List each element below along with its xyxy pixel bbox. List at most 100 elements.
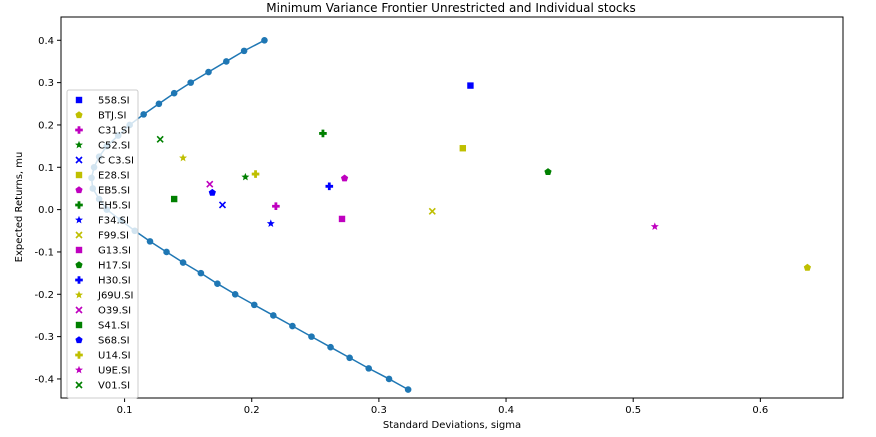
legend-label: C C3.SI xyxy=(98,156,134,167)
frontier-point xyxy=(214,280,221,288)
y-tick-label: -0.4 xyxy=(34,374,54,385)
legend-marker xyxy=(75,111,83,119)
legend: 558.SI BTJ.SI C31.SI C52.SI C C3.SI E28.SI EB5… xyxy=(66,89,139,399)
stock-point xyxy=(206,180,214,188)
legend-box xyxy=(66,89,139,399)
frontier-point xyxy=(155,100,163,108)
frontier-point xyxy=(346,354,353,362)
frontier-point xyxy=(179,259,187,266)
stock-point xyxy=(156,135,164,143)
frontier-point xyxy=(250,301,258,309)
legend-marker xyxy=(75,351,83,359)
legend-label: E28.SI xyxy=(98,171,130,182)
stock-point xyxy=(428,207,436,215)
stock-point xyxy=(218,201,227,209)
legend-marker xyxy=(75,186,83,194)
frontier-point xyxy=(140,111,147,118)
legend-label: EH5.SI xyxy=(98,201,131,212)
frontier-point xyxy=(385,375,393,383)
frontier-point xyxy=(231,290,239,298)
legend-label: F34.SI xyxy=(98,216,129,227)
legend-marker xyxy=(75,276,83,284)
y-tick-label: 0.0 xyxy=(38,205,54,216)
stock-point xyxy=(251,170,260,178)
frontier-point xyxy=(365,365,373,372)
y-tick-label: 0.2 xyxy=(38,120,54,131)
legend-label: H17.SI xyxy=(98,261,131,272)
stock-point xyxy=(266,219,275,227)
chart-title: Minimum Variance Frontier Unrestricted a… xyxy=(266,1,635,15)
legend-label: C52.SI xyxy=(98,141,130,152)
x-tick-label: 0.5 xyxy=(625,405,641,416)
y-tick-label: -0.2 xyxy=(34,290,54,301)
y-axis: -0.4 -0.3 -0.2 -0.1 0.0 0.1 0.2 0.3 0.4 xyxy=(34,36,61,385)
frontier-point xyxy=(170,89,178,97)
y-tick-label: -0.1 xyxy=(34,247,54,258)
legend-marker xyxy=(75,215,83,224)
x-tick-label: 0.2 xyxy=(244,405,260,416)
stock-point xyxy=(170,195,178,203)
frontier-point xyxy=(146,238,154,245)
legend-marker xyxy=(75,381,83,389)
legend-marker xyxy=(75,156,83,164)
x-axis: 0.1 0.2 0.3 0.4 0.5 0.6 xyxy=(117,398,768,416)
legend-label: EB5.SI xyxy=(98,186,130,197)
legend-label: H30.SI xyxy=(98,276,131,287)
frontier-point xyxy=(270,312,277,319)
frontier-point xyxy=(261,36,268,44)
plot-area xyxy=(61,17,843,398)
frontier-point xyxy=(197,269,205,277)
legend-label: S68.SI xyxy=(98,336,130,347)
y-tick-label: -0.3 xyxy=(34,332,54,343)
legend-marker xyxy=(75,96,83,104)
legend-marker xyxy=(75,365,83,374)
legend-marker xyxy=(75,140,83,149)
legend-label: V01.SI xyxy=(98,381,130,392)
legend-marker xyxy=(75,246,83,254)
legend-marker xyxy=(75,201,83,209)
stock-point xyxy=(208,188,216,196)
x-tick-label: 0.4 xyxy=(498,405,514,416)
stock-point xyxy=(179,153,188,162)
frontier-point xyxy=(308,333,315,340)
legend-label: O39.SI xyxy=(98,306,131,317)
stock-point xyxy=(340,174,349,182)
y-tick-label: 0.1 xyxy=(38,163,54,174)
frontier-point xyxy=(187,79,194,86)
legend-label: C31.SI xyxy=(98,126,130,137)
frontier-point xyxy=(240,47,248,55)
y-tick-label: 0.4 xyxy=(38,36,54,47)
x-tick-label: 0.3 xyxy=(371,405,387,416)
legend-label: S41.SI xyxy=(98,321,130,332)
y-axis-label: Expected Returns, mu xyxy=(14,152,25,263)
x-tick-label: 0.6 xyxy=(752,405,768,416)
stock-point xyxy=(467,82,474,89)
legend-label: U9E.SI xyxy=(98,366,130,377)
stock-point xyxy=(272,202,280,211)
legend-marker xyxy=(75,231,83,239)
stock-point xyxy=(544,168,552,176)
stocks-layer xyxy=(156,82,812,271)
legend-marker xyxy=(75,171,83,179)
frontier-point xyxy=(205,68,212,76)
frontier-point xyxy=(223,58,230,65)
frontier-point xyxy=(289,322,296,330)
legend-marker xyxy=(75,321,83,329)
legend-label: U14.SI xyxy=(98,351,131,362)
legend-marker xyxy=(75,290,83,299)
stock-point xyxy=(319,129,327,138)
legend-label: BTJ.SI xyxy=(98,111,126,122)
legend-marker xyxy=(75,306,83,314)
legend-label: 558.SI xyxy=(98,96,130,107)
stock-point xyxy=(241,172,250,181)
legend-label: J69U.SI xyxy=(97,291,133,302)
legend-marker xyxy=(75,126,83,134)
legend-marker xyxy=(75,261,83,269)
stock-point xyxy=(459,145,467,152)
legend-label: F99.SI xyxy=(98,231,129,242)
stock-point xyxy=(338,215,346,223)
frontier-point xyxy=(163,248,170,256)
x-axis-label: Standard Deviations, sigma xyxy=(383,420,521,431)
x-tick-label: 0.1 xyxy=(117,405,133,416)
